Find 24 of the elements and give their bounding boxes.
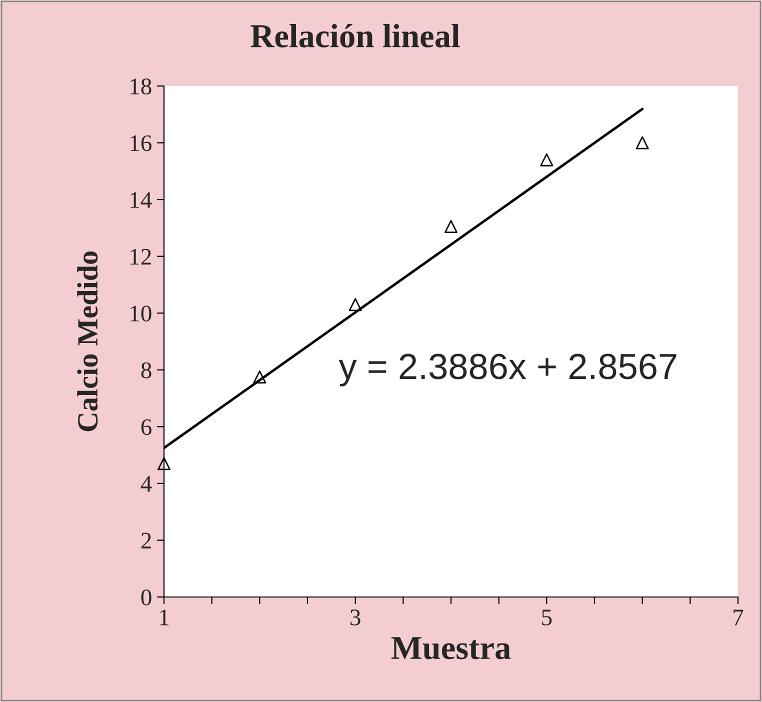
y-tick-label: 0 — [141, 589, 152, 606]
y-tick-label: 16 — [130, 135, 152, 152]
x-tick-label: 3 — [350, 610, 360, 626]
x-tick-label: 5 — [542, 610, 552, 626]
y-tick-label: 12 — [130, 248, 151, 265]
x-tick-label: 7 — [734, 610, 744, 626]
y-tick-label: 8 — [141, 362, 152, 378]
y-tick-label: 4 — [140, 476, 152, 492]
point — [348, 298, 362, 312]
y-axis-title: Calcio Medido — [77, 251, 98, 432]
x-axis-title: Muestra — [391, 637, 511, 660]
chart-title: Relación lineal — [250, 24, 460, 48]
point — [444, 220, 458, 234]
y-tick-label: 6 — [141, 419, 152, 436]
point — [157, 457, 171, 470]
point — [540, 153, 554, 166]
y-tick-label: 10 — [130, 306, 152, 322]
x-tick-label: 1 — [160, 610, 168, 626]
point — [636, 136, 649, 150]
point — [253, 370, 266, 384]
y-tick-label: 18 — [130, 78, 152, 94]
annotation: y = 2.3886x + 2.8567 — [338, 354, 676, 386]
y-tick-label: 2 — [141, 532, 151, 548]
y-tick-label: 14 — [130, 192, 152, 208]
